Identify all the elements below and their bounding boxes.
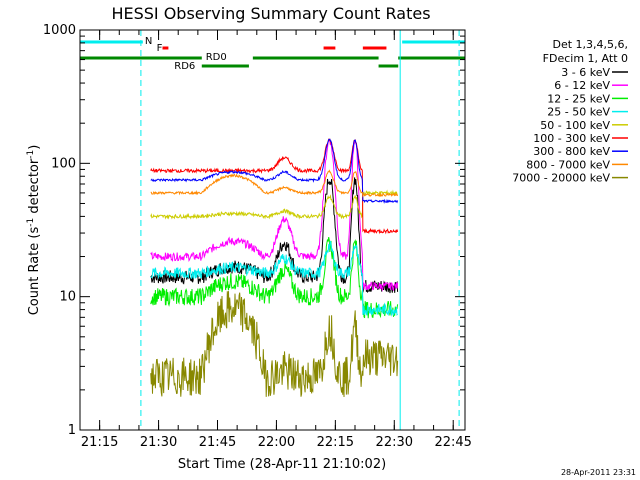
x-tick-label: 22:30 xyxy=(376,435,413,450)
series-line-25-50keV xyxy=(150,240,398,317)
legend-label: 7000 - 20000 keV xyxy=(512,172,610,185)
series-layer xyxy=(150,138,399,398)
x-tick-label: 21:30 xyxy=(140,435,177,450)
chart-title: HESSI Observing Summary Count Rates xyxy=(111,4,430,23)
flag-label-rd6: RD6 xyxy=(174,61,195,72)
legend-label: 800 - 7000 keV xyxy=(526,158,610,171)
series-line-12-25keV xyxy=(150,237,399,319)
legend-label: 50 - 100 keV xyxy=(540,119,610,132)
legend-label: 6 - 12 keV xyxy=(554,79,610,92)
legend-label: 300 - 800 keV xyxy=(533,145,610,158)
x-axis-label: Start Time (28-Apr-11 21:10:02) xyxy=(178,457,386,472)
plot-frame xyxy=(79,29,466,431)
x-tick-label: 22:15 xyxy=(317,435,354,450)
legend: Det 1,3,4,5,6,FDecim 1, Att 03 - 6 keV6 … xyxy=(512,38,628,185)
y-tick-label: 1000 xyxy=(43,23,76,38)
y-axis-label: Count Rate (s-1 detector-1) xyxy=(26,145,42,316)
legend-label: 25 - 50 keV xyxy=(547,106,610,119)
series-line-7000-20000keV xyxy=(150,291,399,398)
legend-header: Det 1,3,4,5,6, xyxy=(552,38,628,51)
timestamp: 28-Apr-2011 23:31 xyxy=(561,468,636,477)
series-line-800-7000keV xyxy=(150,169,399,198)
y-tick-label: 100 xyxy=(51,156,76,171)
flag-label-rd0: RD0 xyxy=(206,52,227,63)
x-tick-label: 21:45 xyxy=(199,435,236,450)
flag-label-n: N xyxy=(145,36,152,47)
flag-layer: NF RD0 RD6 xyxy=(79,30,465,430)
series-line-300-800keV xyxy=(150,138,399,204)
flag-label-f: F xyxy=(157,43,163,54)
x-tick-label: 21:15 xyxy=(81,435,118,450)
y-tick-label: 1 xyxy=(68,423,76,438)
x-tick-label: 22:00 xyxy=(258,435,295,450)
legend-header: FDecim 1, Att 0 xyxy=(543,52,628,65)
y-tick-label: 10 xyxy=(59,290,76,305)
axis-layer: 1 10 100 1000 21:15 21:30 21:45 22:00 22:15 22:30… xyxy=(43,23,472,450)
legend-label: 3 - 6 keV xyxy=(561,66,610,79)
x-tick-label: 22:45 xyxy=(434,435,471,450)
legend-label: 100 - 300 keV xyxy=(533,132,610,145)
legend-label: 12 - 25 keV xyxy=(547,92,610,105)
series-line-50-100keV xyxy=(150,189,398,220)
